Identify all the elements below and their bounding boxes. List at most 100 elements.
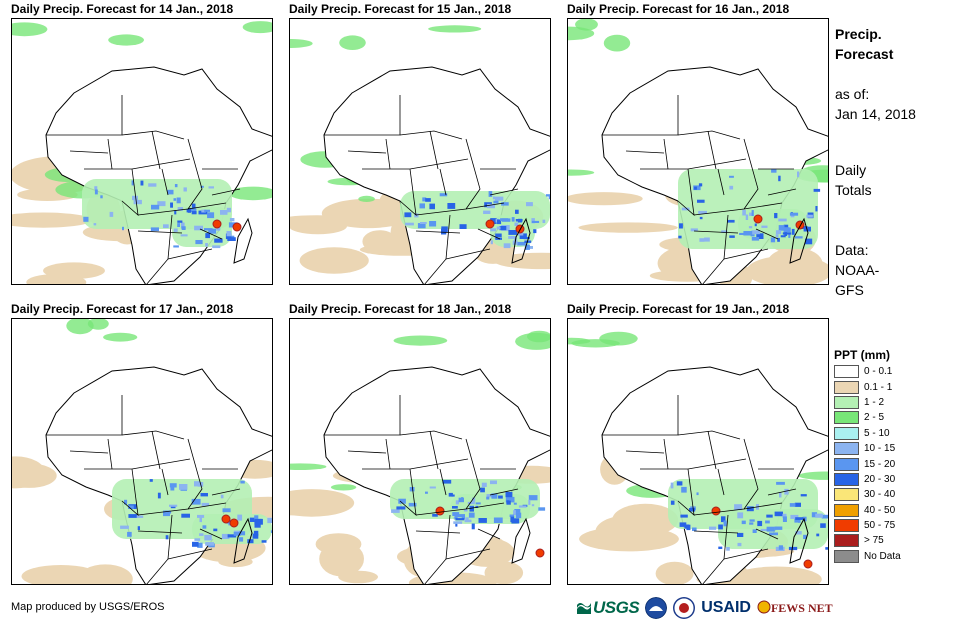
rain-cell [220,494,224,499]
rain-cell [439,193,448,197]
rain-cell [177,207,183,211]
light-rain-patch [568,169,595,176]
dry-zone-patch [315,533,362,555]
madagascar-outline [789,217,809,264]
rain-cell [165,535,169,540]
rain-cell [791,228,795,235]
rain-cell [472,497,476,503]
country-border [723,248,769,260]
precip-map [567,18,829,285]
rain-cell [790,514,799,519]
totals-line: Totals [835,182,872,198]
rain-cell [508,236,517,239]
rain-cell [789,212,799,216]
country-border [439,468,447,496]
rain-cell [254,524,261,528]
heading-line: Precip. [835,26,882,42]
rain-cell [782,232,792,235]
rain-cell [777,237,780,242]
heavy-rain-cell [535,548,545,558]
rain-cell [200,185,204,188]
rain-cell [729,175,734,178]
legend-item: 0 - 0.1 [834,364,959,379]
rain-cell [803,534,807,539]
rain-cell [795,236,803,239]
country-border [121,430,185,440]
rain-cell [505,491,513,498]
country-border [723,548,769,560]
legend-item: 5 - 10 [834,426,959,441]
usgs-logo: USGS [577,598,640,618]
map-canvas [568,331,828,584]
rain-cell [690,228,698,232]
country-border [663,138,669,170]
light-rain-patch [228,186,272,201]
rain-cell [788,546,798,551]
rain-cell [528,499,531,505]
rain-cell [517,232,524,236]
rain-cell [458,497,464,503]
rain-cell [723,520,727,527]
rain-cell [201,502,210,506]
light-rain-patch [575,19,598,31]
heavy-rain-cell [229,518,239,528]
rain-cell [821,514,828,519]
country-border [121,130,185,140]
rain-cell [734,504,743,511]
dry-zone-patch [484,561,524,584]
country-border [743,138,759,210]
rain-cell [511,518,520,524]
legend-label: 50 - 75 [864,520,896,532]
legend-swatch [834,519,859,533]
rain-cell [515,219,523,222]
country-border [69,450,109,454]
rain-cell [229,218,235,222]
country-border [465,438,481,510]
rain-cell [471,523,475,530]
rain-cell [467,501,475,505]
rain-cell [181,226,186,230]
rain-cell [181,513,190,518]
forecast-panel-6: Daily Precip. Forecast for 19 Jan., 2018 [567,301,829,585]
rain-cell [419,203,425,209]
rain-cell [750,234,755,237]
rain-cell [737,512,744,519]
rain-cell [455,523,458,527]
rain-cell [137,526,140,530]
rain-cell [525,244,530,250]
totals-line: Daily [835,162,867,178]
rain-cell [247,539,254,544]
rain-cell [751,230,760,235]
data-source-line: NOAA- [835,262,880,278]
rain-cell [212,245,221,249]
data-source-line: GFS [835,282,864,298]
rain-cell [788,232,791,238]
rain-cell [417,223,426,229]
rain-cell [464,519,472,523]
country-border [693,530,739,534]
dry-zone-patch [78,564,133,584]
country-border [107,438,113,470]
rain-cell [448,492,453,497]
rain-cell [515,209,519,214]
rain-cell [761,225,768,228]
country-border [347,450,387,454]
dry-zone-patch [362,230,397,253]
rain-cell [511,217,515,222]
rain-cell [501,202,509,206]
rain-cell [749,519,755,522]
forecast-panel-3: Daily Precip. Forecast for 16 Jan., 2018 [567,1,829,285]
rain-cell [202,525,207,529]
precip-map [289,18,551,285]
legend-label: 5 - 10 [864,427,890,439]
rain-cell [775,234,779,238]
rain-cell [180,234,188,237]
rain-cell [739,232,747,235]
heavy-rain-cell [753,214,763,224]
rain-cell [748,226,753,229]
rain-cell [741,520,746,525]
rain-cell [204,228,213,231]
rain-cell [163,510,170,517]
rain-cell [784,488,789,495]
country-border [167,248,213,260]
